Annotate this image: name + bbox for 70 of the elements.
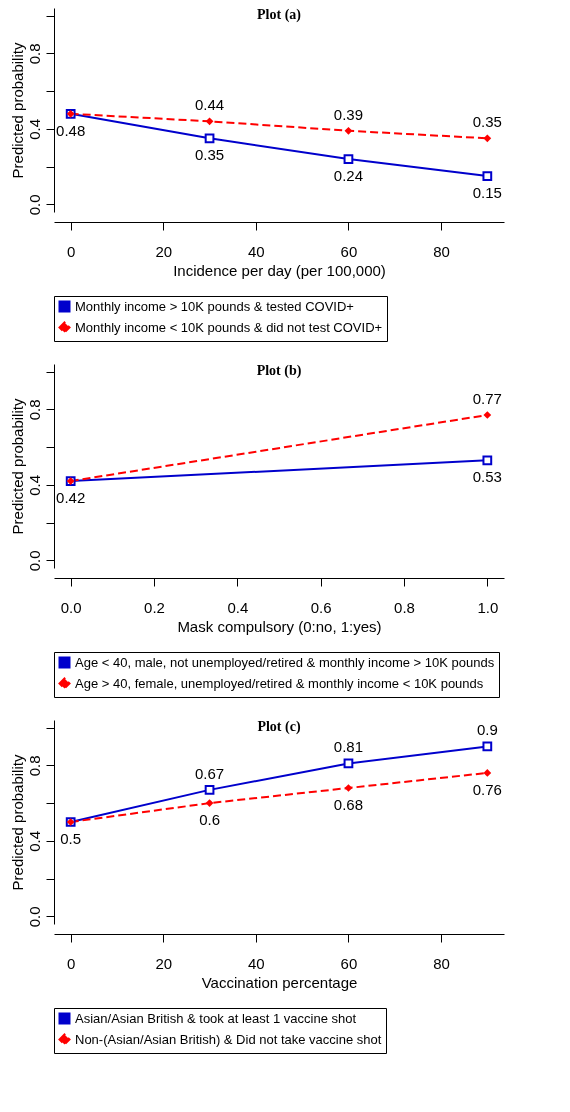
- point: [483, 134, 492, 143]
- x-tick-label: 0.6: [310, 598, 332, 616]
- data-label: 0.35: [194, 146, 225, 164]
- legend-label: Asian/Asian British & took at least 1 vaccine shot: [75, 1010, 357, 1026]
- x-axis-title: Vaccination percentage: [201, 973, 358, 991]
- legend-label: Monthly income > 10K pounds & tested COVID+: [75, 298, 354, 314]
- point: [205, 117, 214, 126]
- data-label: 0.9: [476, 721, 498, 739]
- y-tick-label: 0.0: [25, 550, 43, 572]
- point: [344, 784, 353, 792]
- y-axis-title: Predicted probability: [8, 754, 26, 891]
- x-axis-title: Mask compulsory (0:no, 1:yes): [177, 617, 382, 635]
- point: [483, 769, 492, 777]
- data-label: 0.53: [472, 468, 502, 486]
- point: [343, 154, 354, 164]
- data-label: 0.15: [472, 184, 502, 202]
- x-tick-label: 20: [155, 242, 173, 260]
- data-label: 0.77: [472, 390, 502, 407]
- chart-title: Plot (a): [257, 7, 302, 23]
- data-label: 0.24: [333, 167, 364, 185]
- point: [483, 411, 492, 419]
- point: [204, 133, 215, 144]
- chart-title: Plot (c): [257, 719, 301, 735]
- data-label: 0.44: [194, 96, 225, 114]
- legend-label: Non-(Asian/Asian British) & Did not take vaccine shot: [75, 1031, 382, 1047]
- y-tick-label: 0.0: [25, 906, 43, 928]
- legend-label: Age > 40, female, unemployed/retired & monthly income < 10K pounds: [75, 675, 484, 691]
- data-label: 0.67: [194, 764, 225, 782]
- point: [482, 455, 493, 466]
- data-label: 0.39: [333, 105, 364, 123]
- x-tick-label: 80: [433, 242, 450, 260]
- data-label: 0.68: [333, 796, 364, 813]
- y-axis-title: Predicted probability: [8, 42, 26, 179]
- x-tick-label: 0.0: [60, 598, 82, 616]
- point: [344, 126, 353, 135]
- x-tick-label: 40: [248, 242, 265, 260]
- x-tick-label: 0.8: [394, 598, 415, 616]
- chart-title: Plot (b): [256, 363, 302, 379]
- x-tick-label: 1.0: [477, 598, 499, 616]
- y-tick-label: 0.8: [25, 399, 43, 421]
- y-tick-label: 0.0: [25, 194, 43, 216]
- x-tick-label: 20: [155, 954, 173, 972]
- x-tick-label: 0.4: [227, 598, 249, 616]
- y-tick-label: 0.4: [25, 474, 43, 496]
- y-tick-label: 0.4: [25, 118, 43, 140]
- y-tick-label: 0.4: [25, 830, 43, 852]
- x-axis-title: Incidence per day (per 100,000): [173, 261, 386, 279]
- legend-label: Age < 40, male, not unemployed/retired & monthly income > 10K pounds: [75, 654, 495, 670]
- y-axis-title: Predicted probability: [8, 398, 26, 535]
- data-label: 0.6: [199, 811, 220, 829]
- point: [482, 741, 493, 752]
- x-tick-label: 0.2: [144, 598, 165, 616]
- legend-label: Monthly income < 10K pounds & did not test COVID+: [75, 319, 383, 335]
- x-tick-label: 40: [248, 954, 265, 972]
- y-tick-label: 0.8: [25, 43, 43, 65]
- data-label: 0.42: [56, 489, 86, 507]
- data-label: 0.5: [60, 830, 82, 847]
- y-tick-label: 0.8: [25, 755, 43, 777]
- x-tick-label: 80: [433, 954, 450, 972]
- point: [482, 171, 493, 181]
- x-tick-label: 60: [340, 954, 358, 972]
- x-tick-label: 0: [66, 954, 76, 972]
- data-label: 0.48: [56, 121, 86, 139]
- x-tick-label: 0: [66, 242, 76, 260]
- point: [205, 799, 214, 807]
- data-label: 0.35: [472, 113, 502, 131]
- data-label: 0.76: [472, 780, 502, 798]
- data-label: 0.81: [333, 738, 364, 756]
- x-tick-label: 60: [340, 242, 358, 260]
- point: [204, 785, 215, 795]
